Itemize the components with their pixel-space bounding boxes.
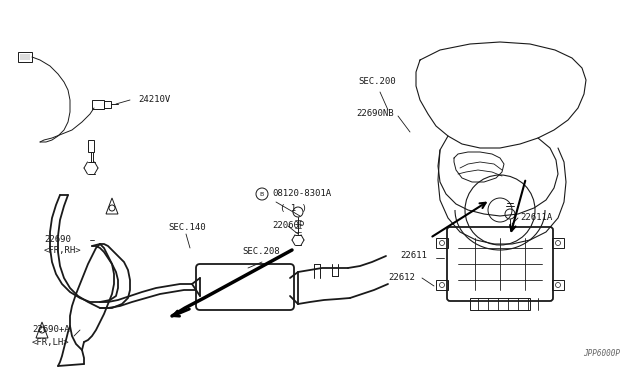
Text: 22690: 22690 — [44, 235, 71, 244]
Text: B: B — [260, 192, 264, 196]
Text: <FR,LH>: <FR,LH> — [32, 337, 70, 346]
Text: JPP6000P: JPP6000P — [583, 349, 620, 358]
Text: 22060P: 22060P — [272, 221, 304, 231]
Bar — [20, 54, 30, 60]
Text: 08120-8301A: 08120-8301A — [272, 189, 331, 199]
Bar — [436, 280, 448, 290]
Text: 24210V: 24210V — [138, 96, 170, 105]
Bar — [552, 238, 564, 248]
Bar — [18, 52, 32, 62]
Text: 22690NB: 22690NB — [356, 109, 394, 119]
Text: SEC.208: SEC.208 — [242, 247, 280, 257]
Bar — [436, 238, 448, 248]
Bar — [470, 298, 530, 310]
Bar — [552, 280, 564, 290]
Text: 22611A: 22611A — [520, 214, 552, 222]
Text: 22690+A: 22690+A — [32, 326, 70, 334]
Bar — [92, 100, 104, 109]
Text: SEC.140: SEC.140 — [168, 224, 205, 232]
Text: SEC.200: SEC.200 — [358, 77, 396, 87]
Text: ( 1 ): ( 1 ) — [280, 203, 307, 212]
Text: 22611: 22611 — [400, 251, 427, 260]
Bar — [104, 101, 111, 108]
Bar — [88, 140, 94, 152]
Text: 22612: 22612 — [388, 273, 415, 282]
Text: <FR,RH>: <FR,RH> — [44, 246, 82, 254]
